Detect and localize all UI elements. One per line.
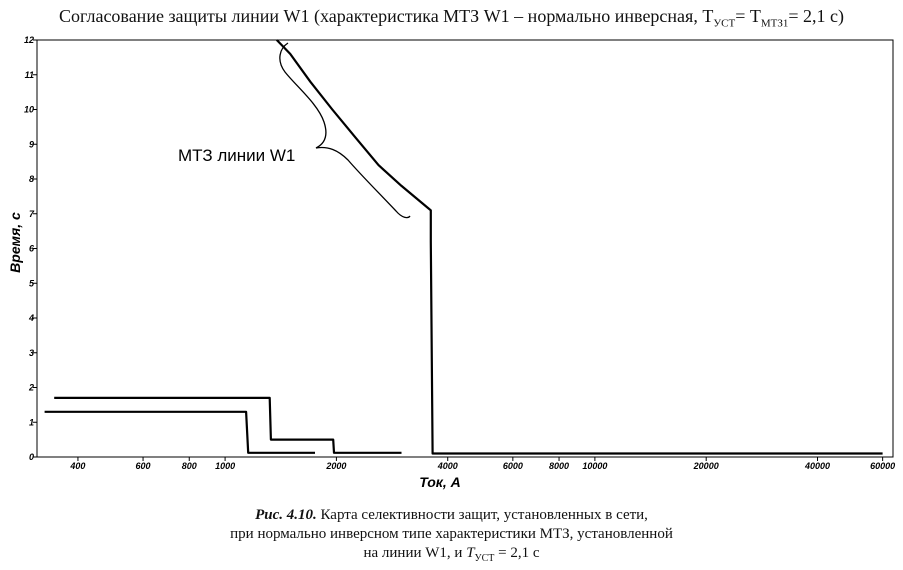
chart-title: Согласование защиты линии W1 (характерис… xyxy=(0,6,903,30)
y-tick-label: 5 xyxy=(29,278,35,288)
caption-text-3-end: = 2,1 с xyxy=(494,545,540,561)
title-mid: = T xyxy=(735,6,761,26)
x-tick-label: 10000 xyxy=(582,461,607,471)
chart-annotation-group: МТЗ линии W1 xyxy=(178,42,411,219)
y-tick-label: 11 xyxy=(25,70,34,80)
x-tick-label: 1000 xyxy=(215,461,235,471)
title-main: Согласование защиты линии W1 (характерис… xyxy=(59,6,714,26)
series-line-3 xyxy=(44,410,315,454)
y-axis-label: Время, с xyxy=(7,212,23,273)
x-tick-label: 400 xyxy=(69,461,85,471)
x-tick-label: 40000 xyxy=(804,461,830,471)
caption-line-3: на линии W1, и TУСТ = 2,1 с xyxy=(0,544,903,568)
title-sub-mtz: МТЗ1 xyxy=(760,17,789,30)
caption-figure-label: Рис. 4.10. xyxy=(255,507,317,523)
caption-text-3: на линии W1, и xyxy=(363,545,467,561)
x-tick-label: 8000 xyxy=(549,461,569,471)
y-tick-label: 10 xyxy=(24,105,34,115)
x-tick-label: 6000 xyxy=(503,461,523,471)
title-end: = 2,1 с) xyxy=(788,6,844,26)
x-tick-label: 20000 xyxy=(693,461,719,471)
x-tick-label: 2000 xyxy=(325,461,346,471)
x-tick-label: 60000 xyxy=(870,461,895,471)
series-line-2 xyxy=(54,396,402,454)
x-tick-label: 4000 xyxy=(437,461,458,471)
y-tick-label: 4 xyxy=(28,313,34,323)
x-tick-label: 600 xyxy=(136,461,151,471)
y-tick-label: 3 xyxy=(29,348,34,358)
chart-series xyxy=(44,39,883,455)
caption-line-1: Рис. 4.10. Карта селективности защит, ус… xyxy=(0,506,903,525)
series-line-1 xyxy=(276,39,883,455)
y-tick-label: 6 xyxy=(29,244,35,254)
y-tick-label: 8 xyxy=(29,174,34,184)
y-tick-label: 0 xyxy=(29,452,34,462)
y-tick-label: 9 xyxy=(29,139,34,149)
annotation-label: МТЗ линии W1 xyxy=(178,146,295,165)
caption-text-1: Карта селективности защит, установленных… xyxy=(316,507,648,523)
y-tick-label: 7 xyxy=(29,209,35,219)
annotation-brace xyxy=(279,42,411,219)
caption-t-symbol: T xyxy=(466,545,475,561)
x-tick-label: 800 xyxy=(182,461,197,471)
y-tick-label: 1 xyxy=(29,417,34,427)
figure-caption: Рис. 4.10. Карта селективности защит, ус… xyxy=(0,506,903,568)
title-sub-ust: УСТ xyxy=(713,17,736,30)
plot-frame xyxy=(36,39,894,458)
y-tick-label: 2 xyxy=(28,383,34,393)
caption-t-sub: УСТ xyxy=(474,553,495,564)
x-axis-label: Ток, А xyxy=(419,474,461,490)
caption-line-2: при нормально инверсном типе характерист… xyxy=(230,526,673,542)
y-tick-label: 12 xyxy=(24,35,34,45)
